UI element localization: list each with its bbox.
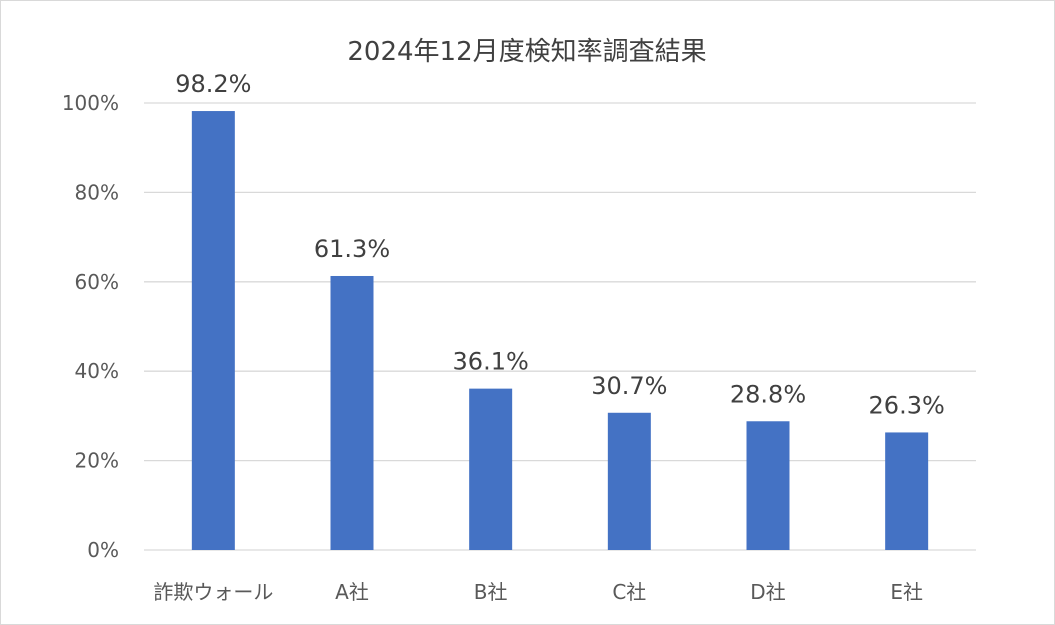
bar xyxy=(746,421,790,550)
gridlines xyxy=(144,102,976,551)
x-category-label: D社 xyxy=(750,580,785,604)
data-labels: 98.2% 61.3% 36.1% 30.7% 28.8% 26.3% xyxy=(175,70,945,419)
bar-value-label: 28.8% xyxy=(730,380,806,408)
x-axis-category-labels: 詐欺ウォール A社 B社 C社 D社 E社 xyxy=(153,580,923,604)
bar xyxy=(469,388,513,550)
bars xyxy=(191,111,929,551)
y-tick-label: 80% xyxy=(75,180,119,204)
y-axis-tick-labels: 0% 20% 40% 60% 80% 100% xyxy=(62,91,119,562)
y-tick-label: 0% xyxy=(87,538,119,562)
bar xyxy=(885,432,929,550)
bar-value-label: 26.3% xyxy=(869,391,945,419)
x-category-label: 詐欺ウォール xyxy=(153,580,273,604)
bar-value-label: 30.7% xyxy=(591,372,667,400)
y-tick-label: 60% xyxy=(75,270,119,294)
bar-value-label: 61.3% xyxy=(314,235,390,263)
x-category-label: E社 xyxy=(890,580,923,604)
bar xyxy=(607,412,651,550)
y-tick-label: 100% xyxy=(62,91,119,115)
chart-title: 2024年12月度検知率調査結果 xyxy=(347,37,706,67)
x-category-label: B社 xyxy=(474,580,508,604)
bar xyxy=(330,275,374,550)
bar-value-label: 36.1% xyxy=(453,348,529,376)
y-tick-label: 20% xyxy=(75,449,119,473)
x-category-label: A社 xyxy=(335,580,369,604)
bar xyxy=(191,111,235,551)
bar-value-label: 98.2% xyxy=(175,70,251,98)
x-category-label: C社 xyxy=(612,580,646,604)
y-tick-label: 40% xyxy=(75,359,119,383)
